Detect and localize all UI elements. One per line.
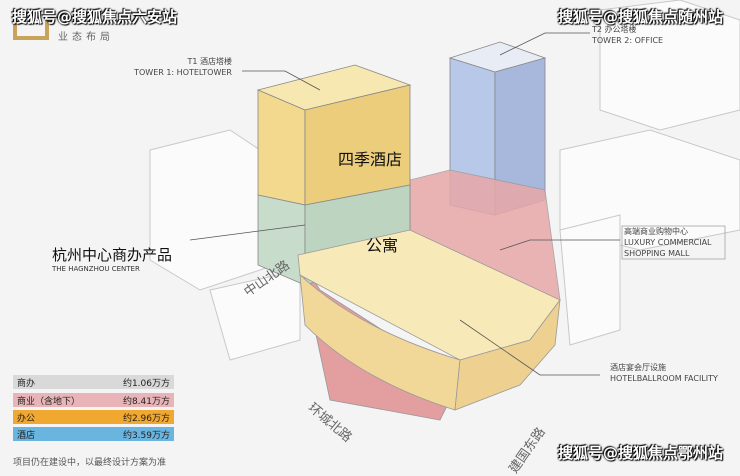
watermark: 搜狐号@搜狐焦点鄂州站: [558, 444, 724, 462]
footnote: 项目仍在建设中，以最终设计方案为准: [13, 458, 167, 468]
watermark: 搜狐号@搜狐焦点六安站: [12, 8, 178, 26]
project-title: 杭州中心商办产品 THE HAGNZHOU CENTER: [52, 246, 173, 273]
legend-row: 商业（含地下） 约8.41万方: [13, 393, 174, 407]
hotel-name: 四季酒店: [338, 150, 403, 169]
mall-label: 高端商业购物中心 LUXURY COMMERCIAL SHOPPING MALL: [624, 227, 712, 258]
ballroom-label: 酒店宴会厅设施 HOTELBALLROOM FACILITY: [610, 363, 718, 383]
legend-row: 办公 约2.96万方: [13, 410, 174, 424]
leader-lines: [189, 32, 620, 376]
tower1-label: T1 酒店塔楼 TOWER 1: HOTELTOWER: [134, 57, 232, 77]
watermark: 搜狐号@搜狐焦点随州站: [558, 8, 724, 26]
selection-box: [621, 225, 726, 260]
apartment-label: 公寓: [366, 236, 399, 255]
tower2-label: T2 办公塔楼 TOWER 2: OFFICE: [592, 25, 664, 45]
context-buildings: [149, 0, 740, 361]
hotel-tower: [256, 64, 412, 286]
logo-mark: [13, 12, 49, 40]
legend-row: 酒店 约3.59万方: [13, 427, 174, 441]
legend-row: 商办 约1.06万方: [13, 375, 174, 389]
section-title: 业态布局: [58, 32, 114, 43]
mall-block: [297, 229, 561, 411]
